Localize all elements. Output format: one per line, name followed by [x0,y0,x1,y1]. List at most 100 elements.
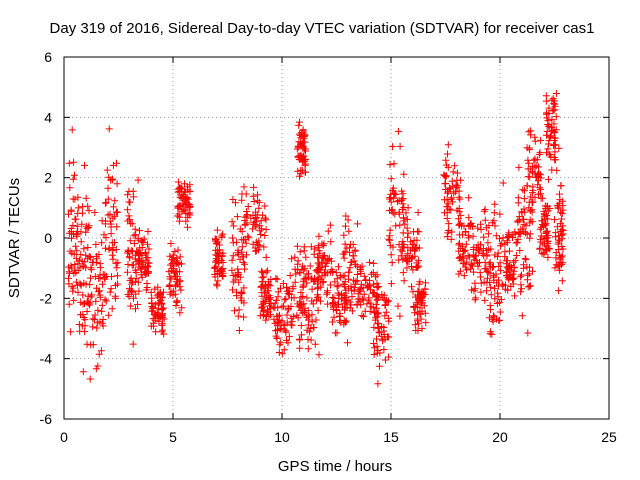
data-point [72,278,80,286]
data-point [109,247,117,255]
data-point [472,251,480,259]
data-point [333,283,341,291]
data-point [352,278,360,286]
data-point [74,288,82,296]
data-point [363,300,371,308]
data-point [297,170,305,178]
data-point [489,263,496,271]
data-point [386,207,393,215]
data-point [345,244,353,252]
data-point [525,128,533,136]
data-point [444,189,451,197]
data-point [445,184,453,192]
data-point [95,288,103,296]
data-point [286,272,294,279]
data-point [543,131,550,139]
data-point [342,222,349,230]
data-point [395,208,403,216]
data-point [555,238,562,246]
data-point [375,329,383,337]
data-point [288,294,296,302]
data-point [310,250,318,258]
data-point [303,270,311,278]
data-point [273,335,281,342]
data-point [213,255,221,262]
data-point [524,283,532,291]
data-point [303,279,311,287]
data-point [355,298,363,306]
data-point [324,227,332,235]
data-point [281,296,289,304]
data-point [181,180,188,188]
data-point [408,262,415,270]
data-point [415,228,423,236]
data-point [538,249,546,257]
data-point [71,215,79,223]
data-point [67,328,75,336]
data-point [341,240,349,248]
data-point [471,296,479,304]
data-point [456,239,463,247]
data-point [522,229,530,237]
data-point [182,217,190,225]
data-point [237,289,245,297]
data-point [399,269,407,277]
data-point [499,179,507,187]
data-point [242,190,250,198]
data-point [471,252,479,260]
data-point [350,257,358,265]
data-point [81,316,89,324]
data-point [444,200,452,208]
data-point [389,143,397,151]
data-point [552,229,560,237]
data-point [555,260,563,268]
data-point [218,233,226,241]
data-point [558,243,566,250]
data-point [213,226,221,234]
data-point [399,243,407,251]
data-point [260,289,268,297]
data-point [318,240,326,248]
data-point [551,156,559,164]
data-point [70,158,78,166]
data-point [374,283,382,291]
data-point [414,287,422,295]
x-tick-label: 0 [60,429,68,445]
ticks-layer: 0 5 10 15 20 25 -6 -4 -2 0 2 4 6 [40,49,617,445]
data-point [460,272,468,280]
data-point [474,224,482,232]
data-point [374,309,382,317]
data-point [345,227,353,235]
data-point [175,178,183,186]
data-point [89,315,97,323]
data-point [241,236,249,243]
data-point [344,339,351,347]
data-point [366,258,374,266]
data-point [385,195,393,203]
data-point [218,266,225,274]
data-point [556,258,564,266]
data-point [233,238,241,246]
data-point [397,252,405,260]
data-point [316,264,324,272]
data-point [483,287,490,295]
data-point [112,246,120,253]
data-point [150,322,158,330]
data-point [89,341,97,349]
data-point [92,297,100,305]
data-point [295,121,303,129]
data-point [262,253,270,261]
data-point [558,252,566,260]
data-point [285,333,293,341]
data-point [94,306,102,314]
data-point [160,304,167,312]
data-point [537,136,545,144]
data-point [519,225,527,233]
data-point [536,184,544,192]
data-point [280,346,288,354]
data-point [299,293,307,300]
data-point [169,287,177,295]
data-point [279,280,287,287]
data-point [504,264,512,272]
data-point [414,310,422,318]
